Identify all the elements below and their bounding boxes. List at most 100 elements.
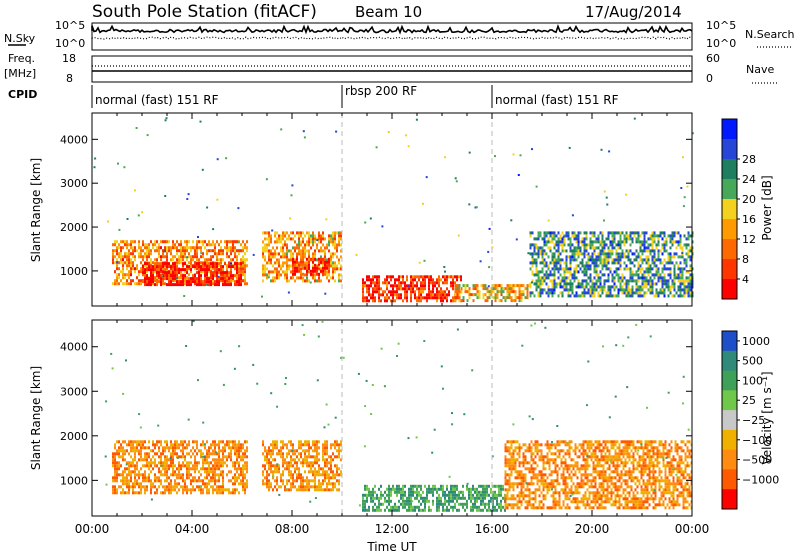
- range-cell: [469, 290, 471, 293]
- range-cell: [328, 476, 330, 479]
- range-cell: [128, 252, 130, 255]
- range-cell: [174, 262, 176, 265]
- range-cell: [578, 285, 580, 288]
- range-cell: [114, 452, 116, 455]
- range-cell: [214, 461, 216, 464]
- range-cell: [148, 467, 150, 470]
- range-cell: [418, 491, 420, 494]
- range-cell: [294, 234, 296, 237]
- range-cell: [280, 246, 282, 249]
- range-cell: [150, 261, 152, 264]
- scatter-cell: [608, 150, 610, 152]
- range-cell: [584, 231, 586, 234]
- range-cell: [274, 479, 276, 482]
- range-cell: [422, 284, 424, 287]
- range-cell: [180, 440, 182, 443]
- range-cell: [124, 276, 126, 279]
- range-cell: [638, 255, 640, 258]
- range-cell: [212, 271, 214, 274]
- range-cell: [398, 500, 400, 503]
- range-cell: [642, 285, 644, 288]
- range-cell: [290, 264, 292, 267]
- range-cell: [552, 252, 554, 255]
- range-cell: [160, 280, 162, 283]
- freq-frame: [92, 56, 692, 82]
- range-cell: [674, 279, 676, 282]
- range-cell: [366, 299, 368, 302]
- range-cell: [334, 443, 336, 446]
- range-cell: [246, 240, 248, 243]
- range-cell: [312, 267, 314, 270]
- range-cell: [208, 258, 210, 261]
- range-cell: [312, 234, 314, 237]
- range-cell: [292, 476, 294, 479]
- range-cell: [184, 249, 186, 252]
- range-cell: [466, 488, 468, 491]
- range-cell: [612, 276, 614, 279]
- range-cell: [444, 509, 446, 512]
- range-cell: [220, 440, 222, 443]
- range-cell: [497, 290, 499, 293]
- range-cell: [116, 452, 118, 455]
- range-cell: [220, 268, 222, 271]
- range-cell: [152, 271, 154, 274]
- scatter-cell: [325, 218, 327, 220]
- scatter-cell: [520, 154, 522, 156]
- range-cell: [519, 293, 521, 296]
- range-cell: [612, 261, 614, 264]
- range-cell: [588, 282, 590, 285]
- range-cell: [210, 443, 212, 446]
- range-cell: [534, 282, 536, 285]
- range-cell: [376, 290, 378, 293]
- range-cell: [560, 237, 562, 240]
- range-cell: [300, 455, 302, 458]
- range-cell: [442, 299, 444, 302]
- range-cell: [302, 273, 304, 276]
- range-cell: [586, 243, 588, 246]
- range-cell: [314, 276, 316, 279]
- range-cell: [570, 279, 572, 282]
- range-cell: [686, 252, 688, 255]
- range-cell: [396, 287, 398, 290]
- range-cell: [624, 243, 626, 246]
- range-cell: [364, 506, 366, 509]
- range-cell: [172, 240, 174, 243]
- range-cell: [324, 440, 326, 443]
- range-cell: [626, 264, 628, 267]
- range-cell: [540, 231, 542, 234]
- range-cell: [420, 290, 422, 293]
- range-cell: [182, 479, 184, 482]
- range-cell: [192, 440, 194, 443]
- range-cell: [128, 443, 130, 446]
- range-cell: [398, 506, 400, 509]
- range-cell: [658, 273, 660, 276]
- range-cell: [620, 234, 622, 237]
- range-cell: [314, 473, 316, 476]
- range-cell: [184, 458, 186, 461]
- range-cell: [284, 243, 286, 246]
- scatter-cell: [324, 293, 326, 295]
- range-cell: [162, 461, 164, 464]
- range-cell: [146, 455, 148, 458]
- range-cell: [218, 280, 220, 283]
- range-cell: [132, 458, 134, 461]
- range-cell: [268, 249, 270, 252]
- range-cell: [226, 246, 228, 249]
- range-cell: [680, 261, 682, 264]
- range-cell: [459, 299, 461, 302]
- range-cell: [416, 284, 418, 287]
- range-cell: [286, 479, 288, 482]
- range-cell: [507, 497, 509, 500]
- range-cell: [416, 491, 418, 494]
- range-cell: [224, 262, 226, 265]
- range-cell: [472, 485, 474, 488]
- range-cell: [272, 246, 274, 249]
- range-cell: [558, 294, 560, 297]
- range-cell: [477, 284, 479, 287]
- scatter-cell: [601, 149, 603, 151]
- range-cell: [158, 271, 160, 274]
- range-cell: [690, 282, 692, 285]
- range-cell: [483, 296, 485, 299]
- range-cell: [505, 479, 507, 482]
- range-cell: [240, 249, 242, 252]
